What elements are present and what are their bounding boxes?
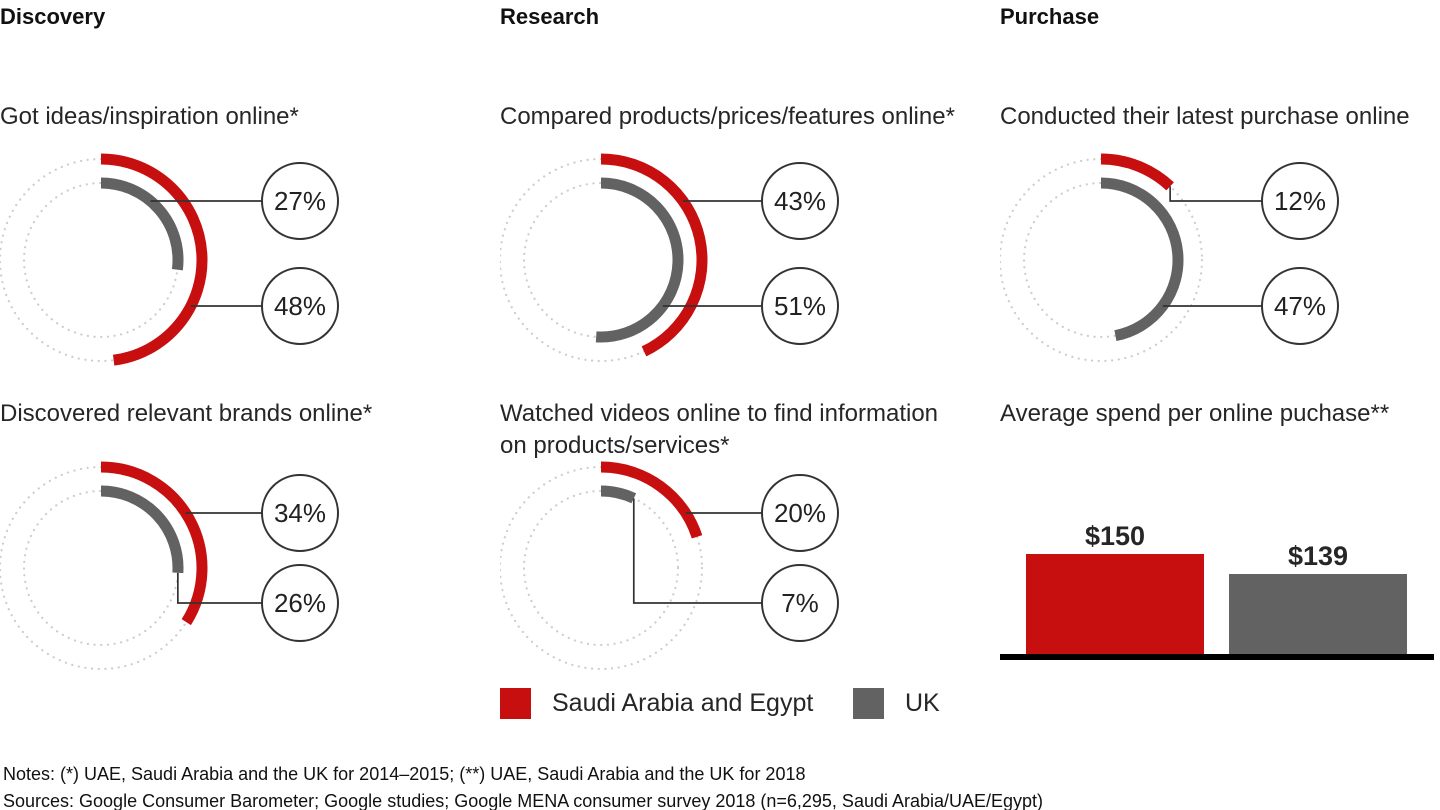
callout-value-text: 20% [774,498,826,528]
callout-value-text: 51% [774,291,826,321]
callout-value-circle [761,564,839,642]
callout-connector-line [1169,186,1262,202]
column-header-research: Research [500,4,600,29]
chart-title-line: on products/services* [500,432,730,459]
notes-line: Notes: (*) UAE, Saudi Arabia and the UK … [3,764,806,784]
chart-title: Watched videos online to find informatio… [500,398,938,462]
callout-value-circle [1261,162,1339,240]
callout-connector-line [176,572,262,604]
legend-item-uk: UK [853,687,940,720]
gauge-chart-latest-purchase: 12% 47% [1000,153,1339,363]
callout-value-circle [1261,267,1339,345]
chart-title-line: Compared products/prices/features online… [500,103,955,130]
chart-title: Discovered relevant brands online* [0,398,372,430]
chart-title: Got ideas/inspiration online* [0,101,299,133]
gauge-track-outer [1000,157,1204,363]
bar-chart-average-spend: $150 $139 [1000,521,1434,660]
gauge-chart-got-ideas: 27% 48% [0,153,339,366]
chart-tile-average-spend: Average spend per online puchase** $150 $… [1000,398,1440,698]
chart-title: Compared products/prices/features online… [500,101,955,133]
uk-arc [100,177,184,271]
uk-arc [100,485,184,574]
callout-value-circle [761,474,839,552]
chart-title-line: Watched videos online to find informatio… [500,400,939,427]
uk-arc [595,177,684,343]
saudi-egypt-arc [600,153,708,357]
callout-value-text: 43% [774,186,826,216]
saudi-egypt-arc [100,461,208,626]
chart-title: Average spend per online puchase** [1000,398,1389,430]
callout-value-circle [261,162,339,240]
column-header-purchase: Purchase [1000,4,1100,29]
uk-arc [1100,177,1184,342]
bar-value-label: $139 [1288,541,1348,571]
saudi-egypt-arc [100,153,208,366]
callout-value-text: 48% [274,291,326,321]
callout-connector-line [632,498,762,604]
gauge-chart-discovered-brands: 34% 26% [0,461,339,671]
chart-tile-got-ideas: Got ideas/inspiration online* 27% 48% [0,101,500,391]
chart-tile-latest-purchase: Conducted their latest purchase online 1… [1000,101,1440,391]
callout-value-text: 34% [274,498,326,528]
chart-title-line: Got ideas/inspiration online* [0,103,299,130]
chart-title-line: Conducted their latest purchase online [1000,103,1410,130]
chart-title-line: Discovered relevant brands online* [0,400,373,427]
spend-bar-saudi-egypt [1026,554,1204,657]
gauge-chart-watched-videos: 20% 7% [500,461,839,671]
uk-arc [600,485,637,504]
callout-value-circle [261,267,339,345]
column-header-discovery: Discovery [0,4,106,29]
bar-axis-line [1000,654,1434,660]
gauge-chart-compared-products: 43% 51% [500,153,839,363]
legend-item-saudi-egypt: Saudi Arabia and Egypt [500,687,813,720]
callout-value-circle [261,564,339,642]
saudi-egypt-arc [1100,153,1174,191]
chart-tile-discovered-brands: Discovered relevant brands online* 34% 26… [0,398,500,698]
legend-label: UK [905,689,940,717]
gauge-track-inner [522,489,680,647]
bar-value-label: $150 [1085,521,1145,551]
legend-swatch-red [500,688,531,719]
spend-bar-uk [1229,574,1407,657]
callout-value-circle [261,474,339,552]
sources-line: Sources: Google Consumer Barometer; Goog… [3,791,1044,810]
legend-label: Saudi Arabia and Egypt [552,689,814,717]
callout-value-text: 12% [1274,186,1326,216]
chart-tile-compared-products: Compared products/prices/features online… [500,101,1000,391]
callout-value-text: 7% [781,588,819,618]
callout-value-text: 47% [1274,291,1326,321]
callout-value-circle [761,162,839,240]
footnotes-block: Notes: (*) UAE, Saudi Arabia and the UK … [3,761,1043,810]
callout-value-circle [761,267,839,345]
saudi-egypt-arc [600,461,703,539]
legend-swatch-gray [853,688,884,719]
callout-value-text: 27% [274,186,326,216]
chart-title: Conducted their latest purchase online [1000,101,1410,133]
chart-title-line: Average spend per online puchase** [1000,400,1390,427]
chart-tile-watched-videos: Watched videos online to find informatio… [500,398,1000,698]
callout-value-text: 26% [274,588,326,618]
